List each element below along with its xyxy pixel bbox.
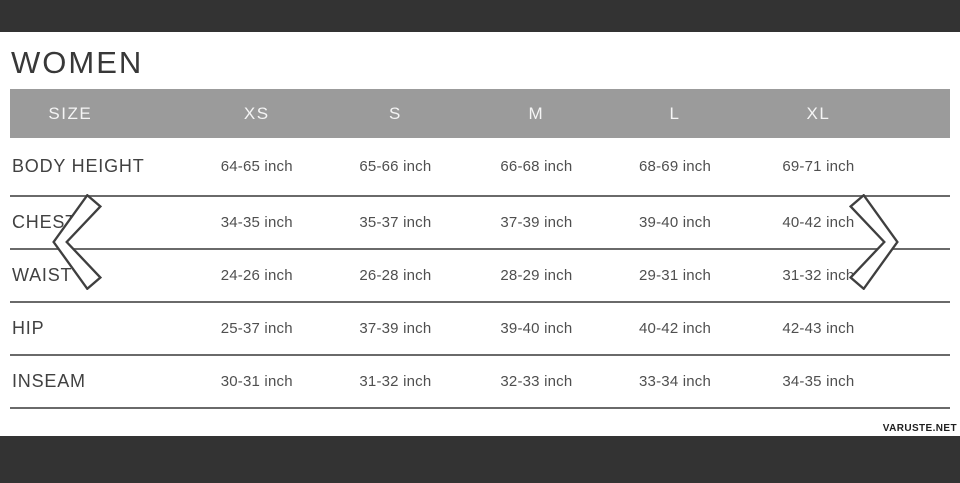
size-table: SIZE XS S M L XL BODY HEIGHT 64-65 inch … <box>10 89 950 409</box>
cell-value: 69-71 inch <box>782 158 855 175</box>
cell-value: 24-26 inch <box>220 267 293 284</box>
carousel-next-button[interactable] <box>845 194 903 290</box>
bottom-letterbox-bar <box>0 436 960 483</box>
column-header-xs: XS <box>243 103 270 123</box>
table-row: INSEAM 30-31 inch 31-32 inch 32-33 inch … <box>10 356 950 409</box>
cell-value: 35-37 inch <box>359 214 432 231</box>
cell-value: 29-31 inch <box>639 267 712 284</box>
cell-value: 31-32 inch <box>782 267 855 284</box>
column-header-size: SIZE <box>48 103 93 123</box>
cell-value: 40-42 inch <box>639 320 712 337</box>
row-label: CHEST <box>12 212 78 232</box>
cell-value: 25-37 inch <box>220 320 293 337</box>
table-header-row: SIZE XS S M L XL <box>10 89 950 138</box>
row-label: INSEAM <box>12 371 86 391</box>
cell-value: 30-31 inch <box>220 373 293 390</box>
cell-value: 33-34 inch <box>639 373 712 390</box>
cell-value: 40-42 inch <box>782 214 855 231</box>
cell-value: 42-43 inch <box>782 320 855 337</box>
column-header-xl: XL <box>806 103 831 123</box>
cell-value: 34-35 inch <box>782 373 855 390</box>
cell-value: 65-66 inch <box>359 158 432 175</box>
row-label: HIP <box>12 318 45 338</box>
watermark: VARUSTE.NET <box>882 423 957 434</box>
cell-value: 28-29 inch <box>500 267 573 284</box>
cell-value: 64-65 inch <box>220 158 293 175</box>
cell-value: 26-28 inch <box>359 267 432 284</box>
cell-value: 39-40 inch <box>500 320 573 337</box>
cell-value: 37-39 inch <box>500 214 573 231</box>
column-header-m: M <box>528 103 545 123</box>
table-row: CHEST 34-35 inch 35-37 inch 37-39 inch 3… <box>10 197 950 250</box>
cell-value: 34-35 inch <box>220 214 293 231</box>
row-label: BODY HEIGHT <box>12 156 145 176</box>
top-letterbox-bar <box>0 0 960 32</box>
cell-value: 37-39 inch <box>359 320 432 337</box>
row-label: WAIST <box>12 265 73 285</box>
cell-value: 39-40 inch <box>639 214 712 231</box>
carousel-prev-button[interactable] <box>48 194 106 290</box>
cell-value: 66-68 inch <box>500 158 573 175</box>
page-title: WOMEN <box>11 45 144 80</box>
cell-value: 68-69 inch <box>639 158 712 175</box>
chevron-right-icon <box>845 194 903 290</box>
cell-value: 32-33 inch <box>500 373 573 390</box>
table-row: WAIST 24-26 inch 26-28 inch 28-29 inch 2… <box>10 250 950 303</box>
column-header-s: S <box>388 103 402 123</box>
table-row: HIP 25-37 inch 37-39 inch 39-40 inch 40-… <box>10 303 950 356</box>
table-row: BODY HEIGHT 64-65 inch 65-66 inch 66-68 … <box>10 138 950 197</box>
column-header-l: L <box>669 103 681 123</box>
cell-value: 31-32 inch <box>359 373 432 390</box>
chevron-left-icon <box>48 194 106 290</box>
